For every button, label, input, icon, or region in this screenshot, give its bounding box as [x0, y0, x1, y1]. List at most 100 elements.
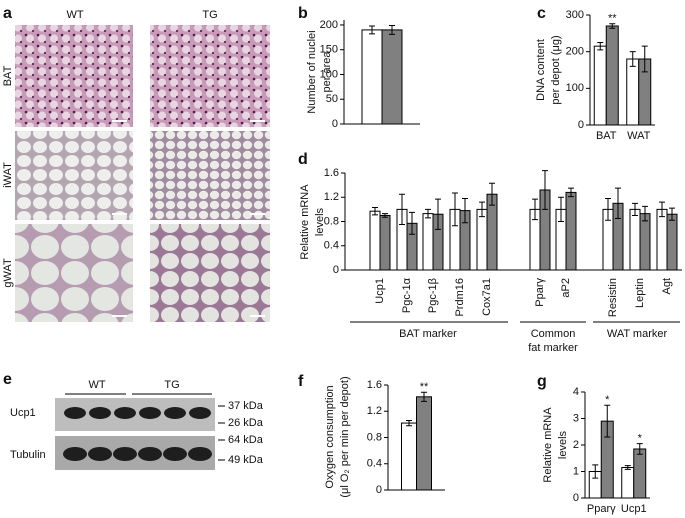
bar — [476, 208, 488, 271]
bar — [361, 29, 383, 125]
panel-letter: e — [3, 371, 12, 388]
y-tick-label: 200 — [320, 19, 338, 31]
group-label: WAT marker — [607, 328, 668, 340]
error-bar — [382, 213, 388, 218]
error-bar — [479, 201, 485, 218]
error-bar — [629, 51, 636, 67]
error-bar — [435, 198, 441, 230]
error-bar — [462, 197, 468, 224]
panel-letter: c — [537, 5, 546, 22]
size-marker: 49 kDa — [228, 454, 264, 466]
x-tick-label: WAT — [627, 130, 650, 142]
error-bar — [369, 25, 375, 35]
bar — [639, 213, 651, 271]
group-label: TG — [164, 379, 179, 391]
y-tick-label: 100 — [566, 82, 584, 94]
y-axis-label: levels — [314, 207, 326, 236]
x-tick-label: BAT — [596, 130, 617, 142]
y-tick-label: 0 — [376, 484, 382, 496]
histology — [15, 25, 270, 322]
row-label: iWAT — [2, 162, 14, 188]
y-tick-label: 1.2 — [324, 191, 339, 203]
error-bar — [389, 24, 395, 35]
y-tick-label: 300 — [566, 9, 584, 21]
panel-letter: b — [298, 5, 308, 22]
error-bar — [604, 404, 611, 438]
bar — [656, 208, 668, 271]
row-label: Ucp1 — [10, 407, 36, 419]
x-tick-label: Prdm16 — [454, 278, 466, 317]
size-marker: 37 kDa — [228, 400, 264, 412]
y-axis-label: per area — [321, 51, 333, 93]
y-tick-label: 4 — [573, 386, 579, 398]
y-tick-label: 200 — [566, 46, 584, 58]
y-tick-label: 2 — [573, 439, 579, 451]
y-tick-label: 0 — [332, 118, 338, 130]
size-marker: 64 kDa — [228, 434, 264, 446]
error-bar — [624, 465, 631, 470]
bar — [565, 191, 577, 271]
y-tick-label: 0.4 — [367, 458, 382, 470]
y-tick-label: 1.2 — [367, 405, 382, 417]
error-bar — [605, 197, 611, 221]
error-bar — [532, 198, 538, 221]
y-tick-label: 0 — [573, 492, 579, 504]
error-bar — [659, 201, 665, 218]
bar — [416, 396, 432, 491]
y-tick-label: 0 — [333, 264, 339, 276]
error-bar — [372, 207, 378, 216]
x-tick-label: Pgc-1α — [401, 277, 413, 313]
row-label: Tubulin — [10, 449, 46, 461]
bar — [379, 214, 391, 271]
x-tick-label: Ucp1 — [621, 503, 647, 515]
error-bar — [609, 23, 616, 29]
bar — [401, 422, 417, 491]
y-axis-label: Oxygen consumption — [324, 385, 336, 488]
y-tick-label: 0.4 — [324, 240, 339, 252]
y-axis-label: DNA content — [535, 39, 547, 101]
error-bar — [592, 464, 599, 479]
significance: * — [605, 394, 610, 406]
error-bar — [421, 391, 427, 402]
error-bar — [642, 205, 648, 222]
error-bar — [597, 42, 604, 51]
error-bar — [641, 45, 648, 73]
x-tick-label: Pparγ — [534, 278, 546, 307]
x-tick-label: aP2 — [560, 278, 572, 298]
y-axis-label: Relative mRNA — [542, 407, 554, 483]
panel-letter: f — [298, 373, 304, 390]
blot — [55, 398, 215, 470]
x-tick-label: Cox7a1 — [481, 278, 493, 316]
significance: ** — [420, 381, 429, 393]
y-tick-label: 150 — [320, 44, 338, 56]
x-tick-label: Pgc-1β — [427, 278, 439, 313]
panel-letter: g — [537, 373, 547, 390]
error-bar — [452, 192, 458, 227]
error-bar — [542, 170, 548, 210]
group-label: BAT marker — [399, 328, 457, 340]
significance: ** — [608, 13, 617, 25]
y-axis-label: Number of nuclei — [306, 30, 318, 113]
column-label: TG — [202, 9, 217, 21]
size-marker: 26 kDa — [228, 417, 264, 429]
bar — [605, 25, 619, 126]
y-tick-label: 100 — [320, 68, 338, 80]
y-tick-label: 0.8 — [324, 215, 339, 227]
y-tick-label: 3 — [573, 412, 579, 424]
x-tick-label: Agt — [661, 278, 673, 295]
error-bar — [632, 202, 638, 216]
y-axis-label: Relative mRNA — [299, 184, 311, 260]
bar — [369, 210, 381, 271]
group-label: WT — [88, 379, 105, 391]
x-tick-label: Pparγ — [587, 503, 616, 515]
x-tick-label: Leptin — [634, 278, 646, 308]
y-tick-label: 1 — [573, 465, 579, 477]
significance: * — [638, 433, 643, 445]
panel-letter: d — [298, 151, 308, 168]
row-label: BAT — [2, 65, 14, 86]
bar — [422, 213, 434, 271]
y-axis-label: (μl O₂ per min per depot) — [339, 376, 351, 497]
x-tick-label: Ucp1 — [374, 278, 386, 304]
group-label: Common — [531, 328, 576, 340]
